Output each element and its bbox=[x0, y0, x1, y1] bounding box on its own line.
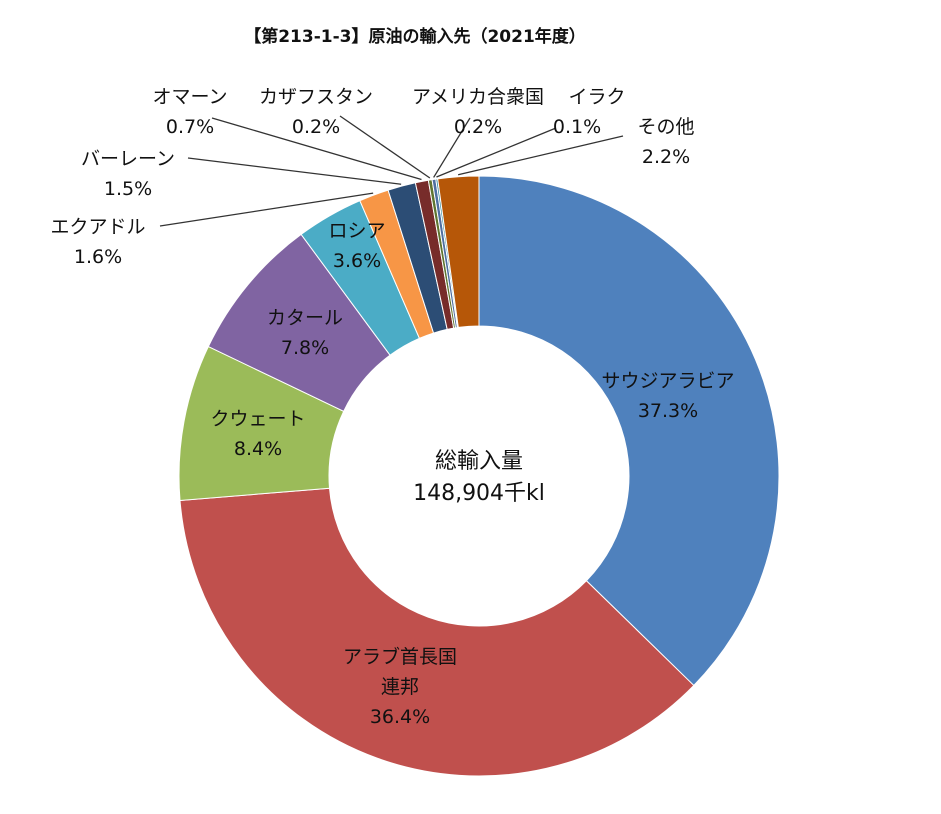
label-usa: アメリカ合衆国 0.2% bbox=[412, 82, 544, 142]
slice-value: 3.6% bbox=[332, 250, 382, 272]
label-kuwait: クウェート 8.4% bbox=[210, 404, 305, 464]
slice-value: 7.8% bbox=[280, 337, 330, 359]
slice-name: イラク bbox=[568, 86, 626, 108]
label-oman: オマーン 0.7% bbox=[152, 82, 227, 142]
slice-name: カタール bbox=[266, 307, 344, 329]
label-russia: ロシア 3.6% bbox=[328, 216, 385, 276]
label-uae: アラブ首長国 連邦 36.4% bbox=[343, 642, 457, 732]
slice-name: カザフスタン bbox=[258, 86, 374, 108]
slice-name: アラブ首長国 bbox=[342, 646, 458, 668]
slice-value: 2.2% bbox=[641, 146, 691, 168]
leader-line-9 bbox=[433, 117, 471, 178]
slice-value: 8.4% bbox=[233, 438, 283, 460]
leader-line-7 bbox=[211, 117, 422, 181]
leader-line-10 bbox=[436, 127, 557, 178]
slice-value: 0.7% bbox=[165, 116, 215, 138]
slice-name-line2: 連邦 bbox=[380, 676, 420, 698]
slice-name: その他 bbox=[637, 116, 695, 138]
chart-title: 【第213-1-3】原油の輸入先（2021年度） bbox=[244, 27, 586, 47]
center-label: 総輸入量 148,904千kl bbox=[413, 446, 545, 510]
slice-name: アメリカ合衆国 bbox=[411, 86, 545, 108]
slice-name: ロシア bbox=[328, 220, 386, 242]
slice-value: 0.1% bbox=[552, 116, 602, 138]
label-kazakhstan: カザフスタン 0.2% bbox=[259, 82, 373, 142]
slice-1 bbox=[179, 487, 695, 777]
center-label-title: 総輸入量 bbox=[434, 449, 523, 474]
slice-name: オマーン bbox=[152, 86, 228, 108]
slice-name: サウジアラビア bbox=[601, 370, 735, 392]
slice-value: 36.4% bbox=[369, 706, 431, 728]
label-others: その他 2.2% bbox=[637, 112, 694, 172]
slice-value: 0.2% bbox=[453, 116, 503, 138]
slice-value: 1.6% bbox=[73, 246, 123, 268]
leader-line-11 bbox=[457, 135, 624, 176]
slice-value: 1.5% bbox=[103, 178, 153, 200]
slice-name: クウェート bbox=[210, 408, 306, 430]
leader-line-8 bbox=[339, 115, 431, 179]
label-bahrain: バーレーン 1.5% bbox=[81, 144, 175, 204]
label-saudi: サウジアラビア 37.3% bbox=[601, 366, 734, 426]
leader-line-5 bbox=[159, 192, 374, 227]
slice-11 bbox=[437, 175, 480, 328]
slice-name: エクアドル bbox=[50, 216, 146, 238]
leader-line-6 bbox=[187, 157, 402, 185]
slice-value: 0.2% bbox=[291, 116, 341, 138]
slice-0 bbox=[478, 175, 780, 687]
label-qatar: カタール 7.8% bbox=[267, 303, 343, 363]
center-label-value: 148,904千kl bbox=[413, 481, 545, 506]
label-ecuador: エクアドル 1.6% bbox=[50, 212, 145, 272]
slice-name: バーレーン bbox=[80, 148, 176, 170]
label-iraq: イラク 0.1% bbox=[553, 82, 626, 142]
slice-value: 37.3% bbox=[637, 400, 699, 422]
